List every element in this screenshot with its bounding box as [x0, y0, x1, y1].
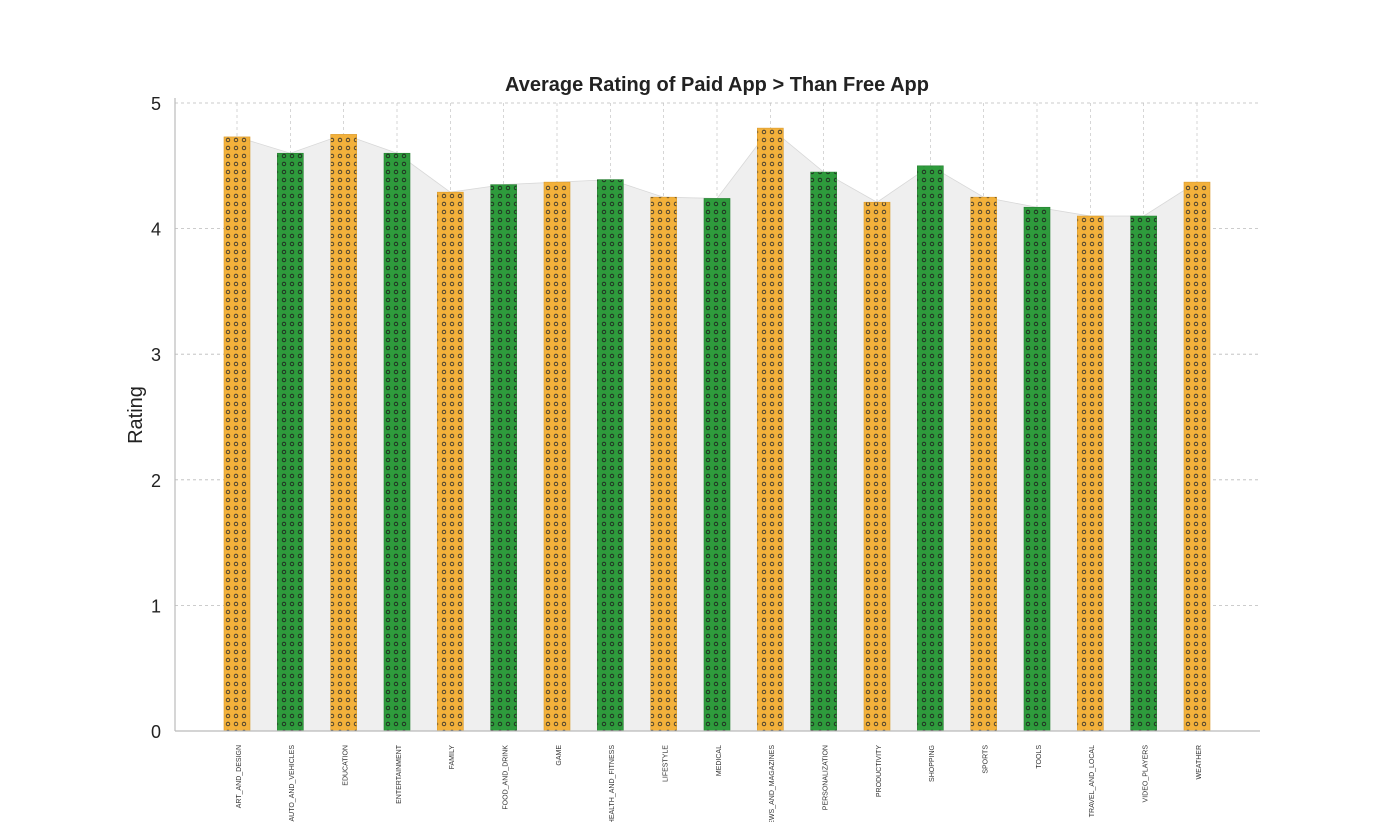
- y-tick-label: 3: [151, 345, 161, 365]
- bar-weather: [1183, 181, 1211, 732]
- bars: [223, 127, 1211, 732]
- x-tick-label: SHOPPING: [929, 745, 936, 782]
- x-tick-label: HEALTH_AND_FITNESS: [609, 745, 616, 822]
- bar-medical: [703, 198, 731, 732]
- x-tick-label: TOOLS: [1036, 745, 1043, 769]
- axes: [174, 98, 1260, 732]
- x-tick-labels: ART_AND_DESIGN AUTO_AND_VEHICLES EDUCATION…: [236, 744, 1203, 827]
- y-tick-label: 4: [151, 220, 161, 240]
- bar-productivity: [863, 201, 891, 732]
- x-tick-label: EDUCATION: [343, 745, 350, 786]
- x-tick-label: PERSONALIZATION: [823, 745, 830, 810]
- bar-news-and-magazines: [757, 127, 784, 732]
- bar-shopping: [917, 165, 944, 732]
- y-tick-label: 1: [151, 596, 161, 616]
- chart-title: Average Rating of Paid App > Than Free A…: [505, 74, 929, 96]
- x-tick-label: ENTERTAINMENT: [396, 744, 403, 804]
- bar-health-and-fitness: [597, 179, 624, 732]
- x-tick-label: GAME: [556, 745, 563, 766]
- y-tick-label: 0: [151, 722, 161, 742]
- x-tick-label: VIDEO_PLAYERS: [1143, 745, 1150, 803]
- bar-personalization: [810, 171, 837, 732]
- y-axis-label: Rating: [125, 386, 147, 444]
- bar-auto-and-vehicles: [277, 152, 304, 732]
- bar-food-and-drink: [490, 184, 517, 732]
- bar-education: [330, 134, 357, 732]
- bar-video-players: [1130, 215, 1157, 732]
- bar-sports: [970, 196, 997, 732]
- x-tick-label: ART_AND_DESIGN: [236, 745, 243, 808]
- bar-entertainment: [383, 152, 411, 732]
- bar-travel-and-local: [1077, 215, 1104, 732]
- x-tick-label: PRODUCTIVITY: [876, 745, 883, 797]
- x-tick-label: FAMILY: [449, 745, 456, 770]
- x-tick-label: MEDICAL: [716, 745, 723, 776]
- bar-game: [543, 181, 571, 732]
- x-tick-label: AUTO_AND_VEHICLES: [289, 745, 296, 822]
- x-tick-label: FOOD_AND_DRINK: [503, 745, 510, 810]
- bar-tools: [1023, 206, 1051, 732]
- bar-art-and-design: [223, 136, 251, 732]
- y-tick-label: 2: [151, 471, 161, 491]
- x-tick-label: SPORTS: [983, 745, 990, 774]
- y-tick-labels: 0 1 2 3 4 5: [151, 94, 161, 742]
- bar-family: [437, 191, 464, 732]
- x-tick-label: LIFESTYLE: [663, 745, 670, 782]
- y-tick-label: 5: [151, 94, 161, 114]
- bar-lifestyle: [650, 196, 677, 732]
- x-tick-label: WEATHER: [1196, 745, 1203, 779]
- x-tick-label: TRAVEL_AND_LOCAL: [1089, 745, 1096, 817]
- x-tick-label: NEWS_AND_MAGAZINES: [769, 745, 776, 822]
